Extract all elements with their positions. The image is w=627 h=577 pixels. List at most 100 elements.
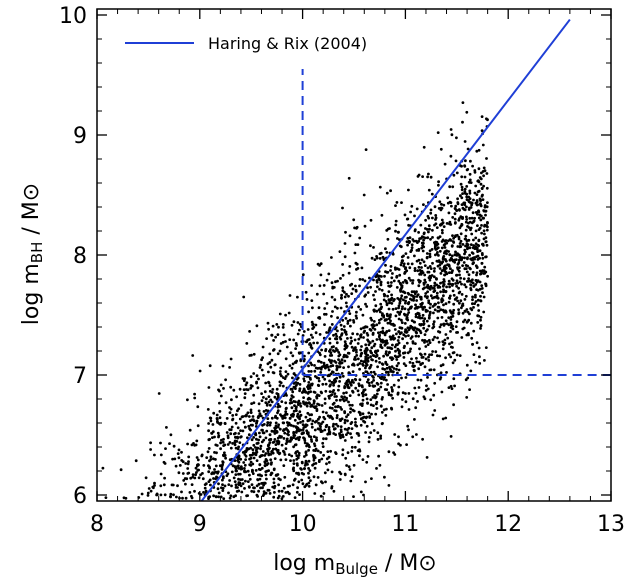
data-point [395, 286, 399, 289]
data-point [390, 386, 393, 389]
data-point [310, 438, 313, 441]
data-point [292, 436, 295, 439]
data-point [457, 269, 461, 273]
data-point [463, 164, 466, 168]
data-point [232, 495, 236, 499]
data-point [272, 440, 276, 444]
data-point [324, 480, 327, 484]
data-point [463, 283, 466, 287]
data-point [480, 284, 484, 287]
data-point [436, 296, 440, 300]
data-point [386, 270, 390, 274]
data-point [193, 476, 197, 480]
data-point [219, 383, 223, 387]
data-point [456, 281, 460, 285]
data-point [260, 368, 264, 372]
data-point [401, 391, 405, 395]
data-point [449, 318, 453, 321]
data-point [306, 463, 309, 466]
data-point [425, 319, 429, 323]
data-point [467, 246, 471, 250]
data-point [238, 472, 242, 476]
data-point [449, 201, 453, 205]
data-point [400, 405, 404, 409]
data-point [394, 307, 398, 310]
data-point [374, 304, 378, 308]
data-point [210, 432, 214, 435]
data-point [366, 359, 370, 363]
data-point [371, 326, 375, 330]
data-point [389, 189, 392, 193]
data-point [465, 270, 469, 274]
data-point [444, 251, 447, 255]
data-point [427, 230, 430, 234]
data-point [352, 347, 356, 351]
data-point [336, 424, 340, 428]
data-point [325, 457, 329, 461]
data-point [391, 370, 394, 373]
data-point [416, 269, 420, 273]
data-point [407, 392, 411, 395]
data-point [412, 299, 415, 302]
data-point [463, 298, 467, 301]
data-point [466, 332, 470, 335]
data-point [371, 374, 374, 378]
data-point [451, 324, 454, 328]
data-point [187, 455, 191, 459]
data-point [292, 469, 296, 473]
data-point [258, 435, 262, 439]
data-point [202, 464, 206, 467]
data-point [193, 396, 197, 400]
data-point [419, 297, 423, 301]
data-point [164, 447, 167, 450]
data-point [457, 311, 461, 314]
data-point [380, 288, 384, 292]
data-point [446, 196, 450, 200]
data-point [447, 282, 451, 286]
data-point [324, 389, 328, 393]
data-point [236, 426, 240, 430]
data-point [378, 318, 381, 322]
data-point [279, 458, 283, 462]
data-point [370, 381, 374, 384]
data-point [268, 433, 272, 437]
data-point [453, 217, 457, 221]
data-point [364, 480, 367, 484]
data-point [392, 383, 396, 387]
data-point [455, 279, 459, 283]
data-point [475, 149, 479, 153]
data-point [310, 320, 314, 324]
data-point [328, 349, 331, 353]
data-point [449, 355, 453, 359]
data-point [305, 340, 309, 343]
data-point [447, 264, 451, 268]
data-point [298, 435, 301, 439]
data-point [343, 330, 347, 334]
data-point [389, 265, 393, 268]
data-point [296, 332, 300, 336]
data-point [339, 306, 343, 310]
data-point [411, 397, 415, 401]
data-point [379, 283, 383, 287]
data-point [173, 457, 177, 461]
data-point [444, 302, 448, 306]
data-point [339, 277, 342, 280]
data-point [209, 455, 213, 459]
data-point [201, 477, 205, 481]
data-point [307, 381, 311, 384]
data-point [380, 213, 384, 217]
data-point [363, 279, 367, 283]
data-point [476, 190, 480, 194]
data-point [434, 218, 437, 221]
data-point [356, 357, 360, 361]
data-point [323, 355, 327, 358]
data-point [291, 362, 295, 366]
data-point [303, 441, 307, 445]
data-point [476, 279, 480, 283]
data-point [449, 128, 453, 131]
data-point [122, 496, 126, 500]
data-point [220, 438, 223, 442]
data-point [284, 370, 288, 373]
data-point [407, 276, 411, 280]
x-tick-label: 10 [289, 512, 317, 537]
